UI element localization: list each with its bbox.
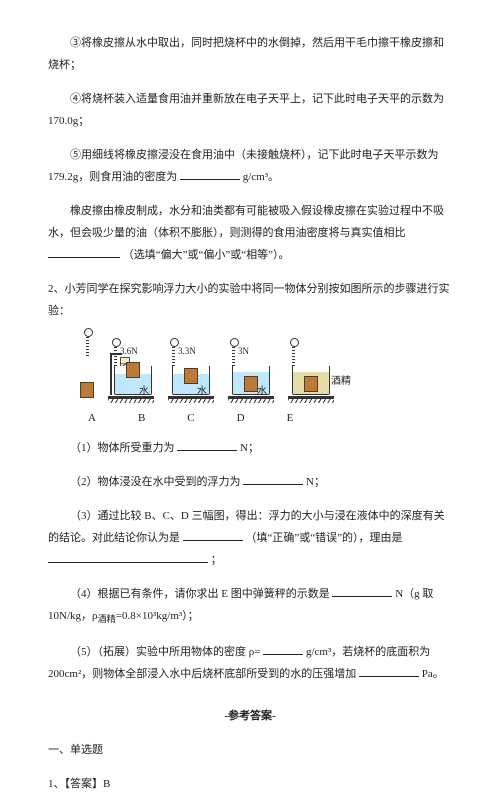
stand-icon: N (110, 353, 112, 395)
note-prefix: 橡皮擦由橡皮制成，水分和油类都有可能被吸入假设橡皮擦在实验过程中不吸水，但会吸少… (48, 205, 444, 239)
blank-density (180, 169, 240, 180)
blank-buoyancy (243, 474, 303, 485)
block-icon (244, 376, 258, 392)
spring-icon: 3.3N (172, 344, 175, 366)
block-icon (184, 368, 198, 384)
experiment-figure: N 3.6N 水 (80, 334, 452, 403)
wine-label: 酒精 (331, 372, 351, 392)
reading-b: 3.6N (120, 342, 138, 360)
sub-1-prefix: （1）物体所受重力为 (70, 442, 175, 454)
spring-icon (292, 344, 295, 366)
figure-letters: A B C D E (88, 407, 452, 429)
sub-4: （4）根据已有条件，请你求出 E 图中弹簧秤的示数是 N（g 取 10N/kg，… (48, 583, 452, 629)
sub-5-suffix: Pa。 (422, 668, 444, 680)
answer-title: -参考答案- (48, 705, 452, 727)
apparatus-a (80, 334, 94, 403)
blank-compare (48, 247, 120, 258)
hatch-icon (168, 399, 214, 403)
sub-5: （5）（拓展）实验中所用物体的密度 ρ= g/cm³，若烧杯的底面积为 200c… (48, 641, 452, 685)
sub-2-prefix: （2）物体浸没在水中受到的浮力为 (70, 476, 241, 488)
reading-c: 3.3N (178, 342, 196, 360)
hatch-icon (228, 399, 274, 403)
beaker-icon: 水 (232, 366, 270, 395)
answer-1: 1、【答案】B (48, 773, 452, 795)
letter-b: B (138, 407, 145, 429)
apparatus-d: 3N 水 (228, 344, 274, 403)
sub-1-suffix: N； (240, 442, 259, 454)
sub-1: （1）物体所受重力为 N； (48, 437, 452, 459)
block-icon (304, 376, 318, 392)
letter-e: E (287, 407, 294, 429)
sub-4-prefix: （4）根据已有条件，请你求出 E 图中弹簧秤的示数是 (70, 588, 330, 600)
note-suffix: （选填“偏大”或“偏小”或“相等”）。 (123, 249, 290, 261)
sub-3: （3）通过比较 B、C、D 三幅图，得出：浮力的大小与浸在液体中的深度有关的结论… (48, 505, 452, 571)
question-2: 2、小芳同学在探究影响浮力大小的实验中将同一物体分别按如图所示的步骤进行实验： (48, 278, 452, 322)
water-label: 水 (197, 382, 207, 402)
spring-icon: 3.6N (114, 344, 117, 366)
apparatus-b: N 3.6N 水 (108, 344, 154, 403)
rho-subscript: 酒精 (98, 614, 116, 624)
block-icon (126, 362, 140, 378)
reading-d: 3N (238, 342, 249, 360)
sub-2-suffix: N； (306, 476, 325, 488)
spring-icon: 3N (232, 344, 235, 366)
hatch-icon (288, 399, 334, 403)
letter-a: A (88, 407, 96, 429)
spring-icon (86, 334, 89, 356)
blank-weight (177, 440, 237, 451)
letter-c: C (187, 407, 194, 429)
sub-3-suffix: ； (211, 554, 222, 566)
blank-rho (263, 643, 303, 654)
beaker-icon: 水 (172, 366, 210, 395)
blank-reason (48, 552, 208, 563)
step-5-suffix: g/cm³。 (243, 171, 279, 183)
water-label: 水 (257, 382, 267, 402)
step-3-text: ③将橡皮擦从水中取出，同时把烧杯中的水倒掉，然后用干毛巾擦干橡皮擦和烧杯； (48, 32, 452, 76)
section-1-heading: 一、单选题 (48, 739, 452, 761)
letter-d: D (237, 407, 245, 429)
block-icon (80, 382, 94, 398)
sub-5-prefix: （5）（拓展）实验中所用物体的密度 ρ= (70, 646, 260, 658)
apparatus-e: 酒精 (288, 344, 334, 403)
beaker-icon: 水 (114, 366, 152, 395)
blank-reading-e (332, 586, 392, 597)
blank-pressure (359, 665, 419, 676)
blank-judge (183, 530, 243, 541)
apparatus-c: 3.3N 水 (168, 344, 214, 403)
water-label: 水 (139, 382, 149, 402)
sub-3-mid: （填“正确”或“错误”的），理由是 (246, 532, 403, 544)
beaker-icon: 酒精 (292, 366, 330, 395)
sub-2: （2）物体浸没在水中受到的浮力为 N； (48, 471, 452, 493)
step-5-text: ⑤用细线将橡皮擦浸没在食用油中（未接触烧杯），记下此时电子天平示数为 179.2… (48, 144, 452, 188)
sub-4-suffix: =0.8×10³kg/m³）； (116, 610, 199, 622)
note-text: 橡皮擦由橡皮制成，水分和油类都有可能被吸入假设橡皮擦在实验过程中不吸水，但会吸少… (48, 200, 452, 266)
step-4-text: ④将烧杯装入适量食用油并重新放在电子天平上，记下此时电子天平的示数为 170.0… (48, 88, 452, 132)
